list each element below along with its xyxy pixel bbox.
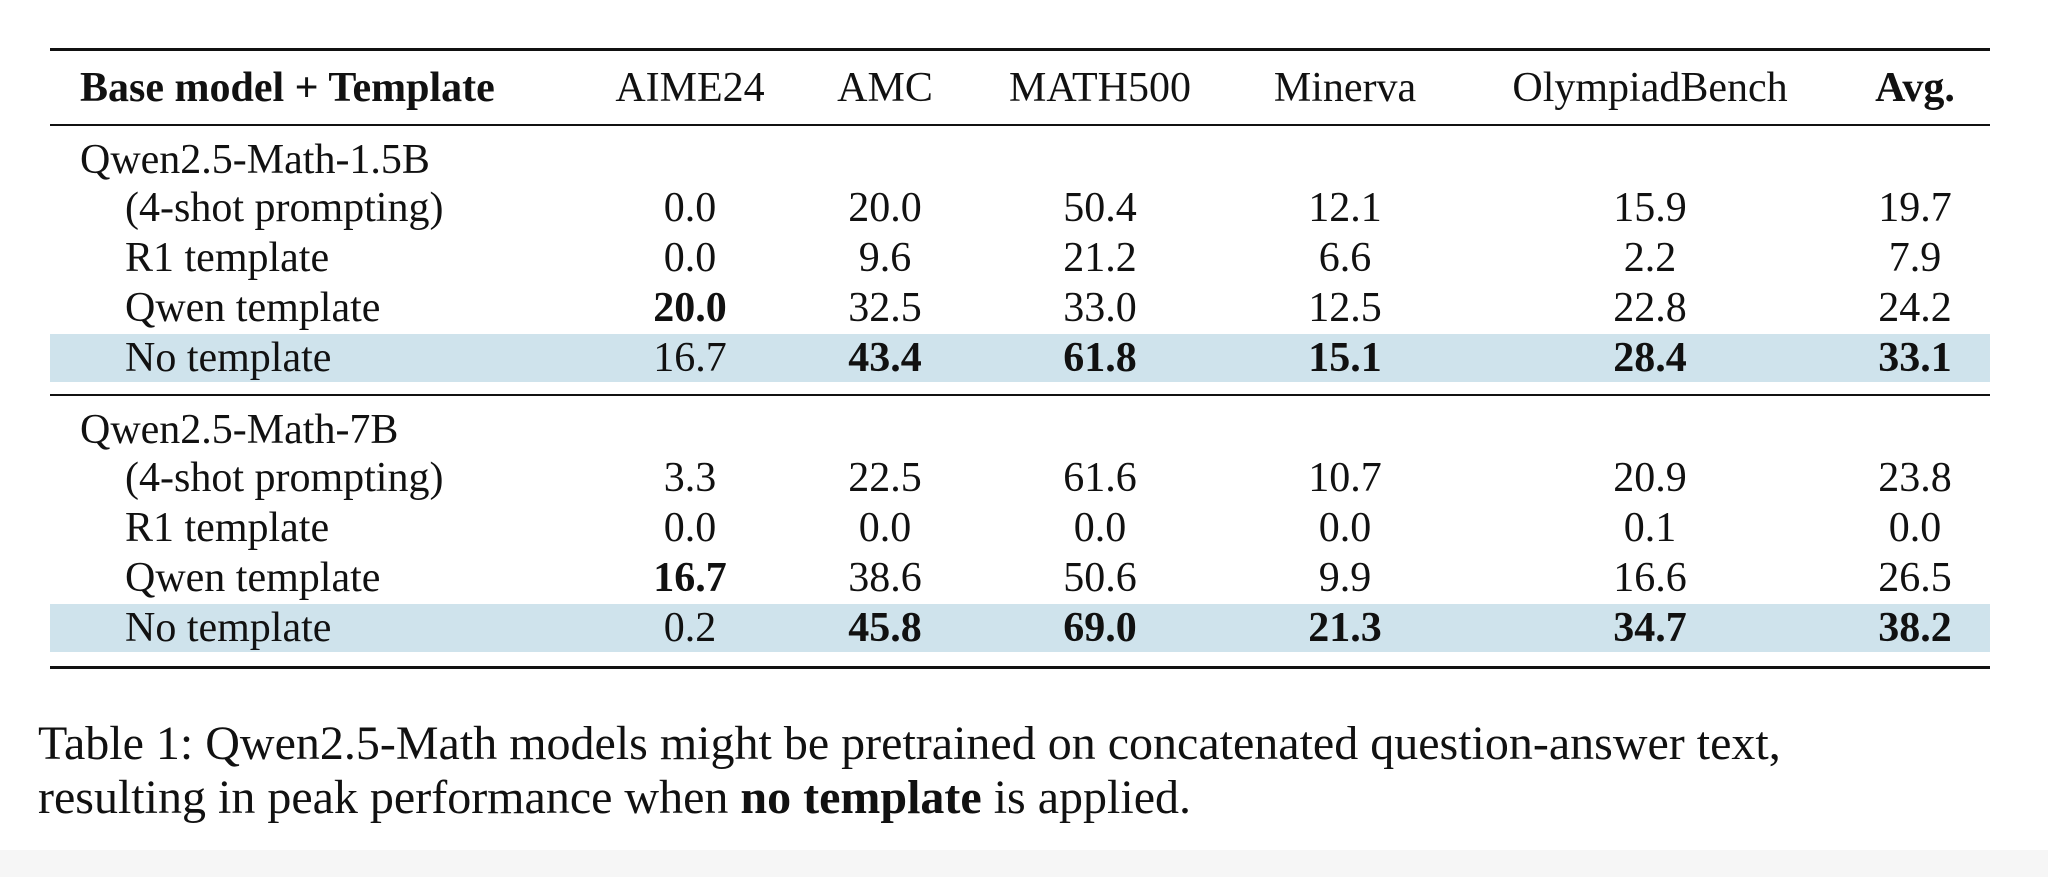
bottom-rule bbox=[50, 666, 1990, 669]
cell: 28.4 bbox=[1613, 335, 1687, 381]
cell: 32.5 bbox=[848, 285, 922, 331]
cell: 33.1 bbox=[1878, 335, 1952, 381]
header-cell: Avg. bbox=[1875, 65, 1955, 111]
cell: 20.0 bbox=[653, 285, 727, 331]
cell: 33.0 bbox=[1063, 285, 1137, 331]
cell: 0.2 bbox=[663, 605, 717, 651]
header-rule bbox=[50, 124, 1990, 126]
cell: 6.6 bbox=[1318, 235, 1372, 281]
cell: 16.7 bbox=[653, 555, 727, 601]
row-label: Qwen template bbox=[125, 555, 381, 601]
cell: 0.0 bbox=[858, 505, 912, 551]
caption-text: no template bbox=[740, 771, 982, 824]
caption-text: resulting in peak performance when bbox=[38, 771, 741, 824]
model-name: Qwen2.5-Math-1.5B bbox=[80, 137, 430, 183]
cell: 9.6 bbox=[858, 235, 912, 281]
header-cell: AMC bbox=[837, 65, 933, 111]
cell: 0.0 bbox=[663, 185, 717, 231]
cell: 0.0 bbox=[663, 235, 717, 281]
row-label: No template bbox=[125, 335, 332, 381]
caption-text: is applied. bbox=[981, 771, 1191, 824]
header-cell: MATH500 bbox=[1008, 65, 1192, 111]
cell: 15.1 bbox=[1308, 335, 1382, 381]
row-label: R1 template bbox=[125, 235, 330, 281]
row-highlight bbox=[50, 604, 1990, 652]
caption-line: resulting in peak performance when no te… bbox=[38, 774, 1191, 822]
cell: 0.0 bbox=[663, 505, 717, 551]
cell: 15.9 bbox=[1613, 185, 1687, 231]
header-cell: Base model + Template bbox=[80, 65, 495, 111]
cell: 50.6 bbox=[1063, 555, 1137, 601]
caption-text: Table 1: Qwen2.5-Math models might be pr… bbox=[38, 717, 1781, 770]
cell: 20.9 bbox=[1613, 455, 1687, 501]
cell: 3.3 bbox=[663, 455, 717, 501]
header-cell: Minerva bbox=[1273, 65, 1417, 111]
cell: 22.5 bbox=[848, 455, 922, 501]
cell: 0.0 bbox=[1888, 505, 1942, 551]
cell: 21.2 bbox=[1063, 235, 1137, 281]
model-name: Qwen2.5-Math-7B bbox=[80, 407, 399, 453]
row-highlight bbox=[50, 334, 1990, 382]
cell: 16.7 bbox=[653, 335, 727, 381]
cell: 61.6 bbox=[1063, 455, 1137, 501]
cell: 16.6 bbox=[1613, 555, 1687, 601]
cell: 0.1 bbox=[1623, 505, 1677, 551]
cell: 69.0 bbox=[1063, 605, 1137, 651]
footer-band bbox=[0, 850, 2048, 877]
row-label: (4-shot prompting) bbox=[125, 455, 444, 501]
cell: 12.5 bbox=[1308, 285, 1382, 331]
cell: 9.9 bbox=[1318, 555, 1372, 601]
row-label: R1 template bbox=[125, 505, 330, 551]
row-label: No template bbox=[125, 605, 332, 651]
cell: 10.7 bbox=[1308, 455, 1382, 501]
mid-rule bbox=[50, 394, 1990, 396]
row-label: Qwen template bbox=[125, 285, 381, 331]
cell: 26.5 bbox=[1878, 555, 1952, 601]
cell: 20.0 bbox=[848, 185, 922, 231]
cell: 22.8 bbox=[1613, 285, 1687, 331]
cell: 38.6 bbox=[848, 555, 922, 601]
cell: 45.8 bbox=[848, 605, 922, 651]
cell: 34.7 bbox=[1613, 605, 1687, 651]
cell: 24.2 bbox=[1878, 285, 1952, 331]
cell: 19.7 bbox=[1878, 185, 1952, 231]
cell: 43.4 bbox=[848, 335, 922, 381]
row-label: (4-shot prompting) bbox=[125, 185, 444, 231]
cell: 21.3 bbox=[1308, 605, 1382, 651]
cell: 61.8 bbox=[1063, 335, 1137, 381]
caption-line: Table 1: Qwen2.5-Math models might be pr… bbox=[38, 720, 1781, 768]
cell: 0.0 bbox=[1073, 505, 1127, 551]
cell: 0.0 bbox=[1318, 505, 1372, 551]
header-cell: OlympiadBench bbox=[1512, 65, 1788, 111]
header-cell: AIME24 bbox=[615, 65, 765, 111]
top-rule bbox=[50, 48, 1990, 51]
cell: 23.8 bbox=[1878, 455, 1952, 501]
cell: 7.9 bbox=[1888, 235, 1942, 281]
cell: 50.4 bbox=[1063, 185, 1137, 231]
cell: 2.2 bbox=[1623, 235, 1677, 281]
cell: 12.1 bbox=[1308, 185, 1382, 231]
cell: 38.2 bbox=[1878, 605, 1952, 651]
